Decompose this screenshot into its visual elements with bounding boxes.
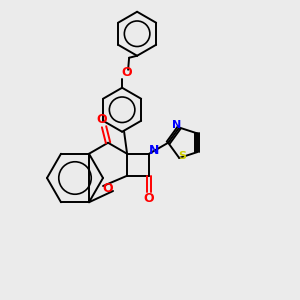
Text: O: O [144, 192, 154, 205]
Text: O: O [97, 113, 107, 126]
Text: O: O [103, 182, 113, 196]
Text: N: N [149, 144, 159, 157]
Text: O: O [122, 66, 132, 79]
Text: N: N [172, 119, 181, 130]
Text: S: S [178, 151, 186, 161]
